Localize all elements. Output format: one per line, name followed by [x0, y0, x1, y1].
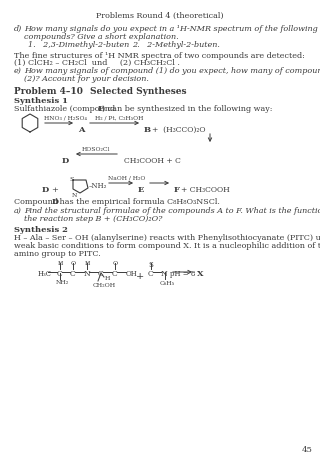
Text: +  (H₃CCO)₂O: + (H₃CCO)₂O [152, 126, 205, 134]
Text: D: D [52, 198, 59, 206]
Text: N: N [72, 193, 77, 198]
Text: NH₂: NH₂ [56, 280, 69, 285]
Text: +: + [51, 186, 58, 194]
Text: C₆H₅: C₆H₅ [160, 281, 175, 286]
Text: How many signals do you expect in a ¹H-NMR spectrum of the following: How many signals do you expect in a ¹H-N… [24, 25, 318, 33]
Text: Sulfathiazole (compound: Sulfathiazole (compound [14, 105, 118, 113]
Text: Selected Syntheses: Selected Syntheses [90, 87, 187, 96]
Text: X: X [197, 270, 204, 278]
Text: H₂ / Pt, C₂H₅OH: H₂ / Pt, C₂H₅OH [95, 116, 143, 121]
Text: H: H [85, 261, 90, 266]
Text: 2.   2-Methyl-2-buten.: 2. 2-Methyl-2-buten. [132, 41, 220, 49]
Text: 1.   2,3-Dimethyl-2-buten: 1. 2,3-Dimethyl-2-buten [28, 41, 129, 49]
Text: C: C [70, 270, 76, 278]
Text: Synthesis 1: Synthesis 1 [14, 97, 68, 105]
Text: D: D [62, 157, 69, 165]
Text: H₃C: H₃C [38, 270, 52, 278]
Text: Compound: Compound [14, 198, 60, 206]
Text: has the empirical formula C₈H₈O₃NSCl.: has the empirical formula C₈H₈O₃NSCl. [57, 198, 220, 206]
Text: weak basic conditions to form compound X. It is a nucleophilic addition of the: weak basic conditions to form compound X… [14, 242, 320, 250]
Text: (1) ClCH₂ – CH₂Cl  und     (2) CH₃CH₂Cl .: (1) ClCH₂ – CH₂Cl und (2) CH₃CH₂Cl . [14, 59, 180, 67]
Text: HOSO₂Cl: HOSO₂Cl [82, 147, 110, 152]
Text: H: H [58, 261, 63, 266]
Text: C: C [98, 270, 104, 278]
Text: C: C [112, 270, 118, 278]
Text: compounds? Give a short explanation.: compounds? Give a short explanation. [24, 33, 179, 41]
Text: N: N [161, 270, 168, 278]
Text: How many signals of compound (1) do you expect, how many of compound: How many signals of compound (1) do you … [24, 67, 320, 75]
Text: The fine structures of ¹H NMR spectra of two compounds are detected:: The fine structures of ¹H NMR spectra of… [14, 52, 305, 60]
Text: OH: OH [126, 270, 138, 278]
Text: Problems Round 4 (theoretical): Problems Round 4 (theoretical) [96, 12, 224, 20]
Text: e): e) [14, 67, 22, 75]
Text: a): a) [14, 207, 22, 215]
Text: H – Ala – Ser – OH (alanylserine) reacts with Phenylisothiocyanate (PITC) under: H – Ala – Ser – OH (alanylserine) reacts… [14, 234, 320, 242]
Text: H: H [105, 276, 110, 281]
Text: ) can be synthesized in the following way:: ) can be synthesized in the following wa… [102, 105, 273, 113]
Text: F: F [174, 186, 180, 194]
Text: D: D [42, 186, 49, 194]
Text: d): d) [14, 25, 22, 33]
Text: S: S [148, 261, 153, 269]
Text: amino group to PITC.: amino group to PITC. [14, 250, 101, 258]
Text: +: + [136, 272, 144, 281]
Text: E: E [138, 186, 144, 194]
Text: Find the structural formulae of the compounds A to F. What is the function of: Find the structural formulae of the comp… [24, 207, 320, 215]
Text: Synthesis 2: Synthesis 2 [14, 226, 68, 234]
Text: O: O [113, 261, 118, 266]
Text: –NH₂: –NH₂ [89, 182, 108, 190]
Text: NaOH / H₂O: NaOH / H₂O [108, 176, 145, 181]
Text: (2)? Account for your decision.: (2)? Account for your decision. [24, 75, 149, 83]
Text: 45: 45 [302, 446, 313, 453]
Text: CH₂OH: CH₂OH [93, 283, 116, 288]
Text: N: N [84, 270, 91, 278]
Text: O: O [71, 261, 76, 266]
Text: A: A [78, 126, 84, 134]
Text: C: C [148, 270, 154, 278]
Text: Problem 4–10: Problem 4–10 [14, 87, 83, 96]
Text: pH = 8: pH = 8 [170, 270, 196, 278]
Text: C: C [57, 270, 63, 278]
Text: the reaction step B + (CH₃CO)₂O?: the reaction step B + (CH₃CO)₂O? [24, 215, 162, 223]
Text: CH₃COOH + C: CH₃COOH + C [124, 157, 181, 165]
Text: B: B [144, 126, 151, 134]
Text: F: F [98, 105, 104, 113]
Text: + CH₃COOH: + CH₃COOH [181, 186, 230, 194]
Text: HNO₃ / H₂SO₄: HNO₃ / H₂SO₄ [44, 116, 87, 121]
Text: S: S [69, 177, 73, 182]
